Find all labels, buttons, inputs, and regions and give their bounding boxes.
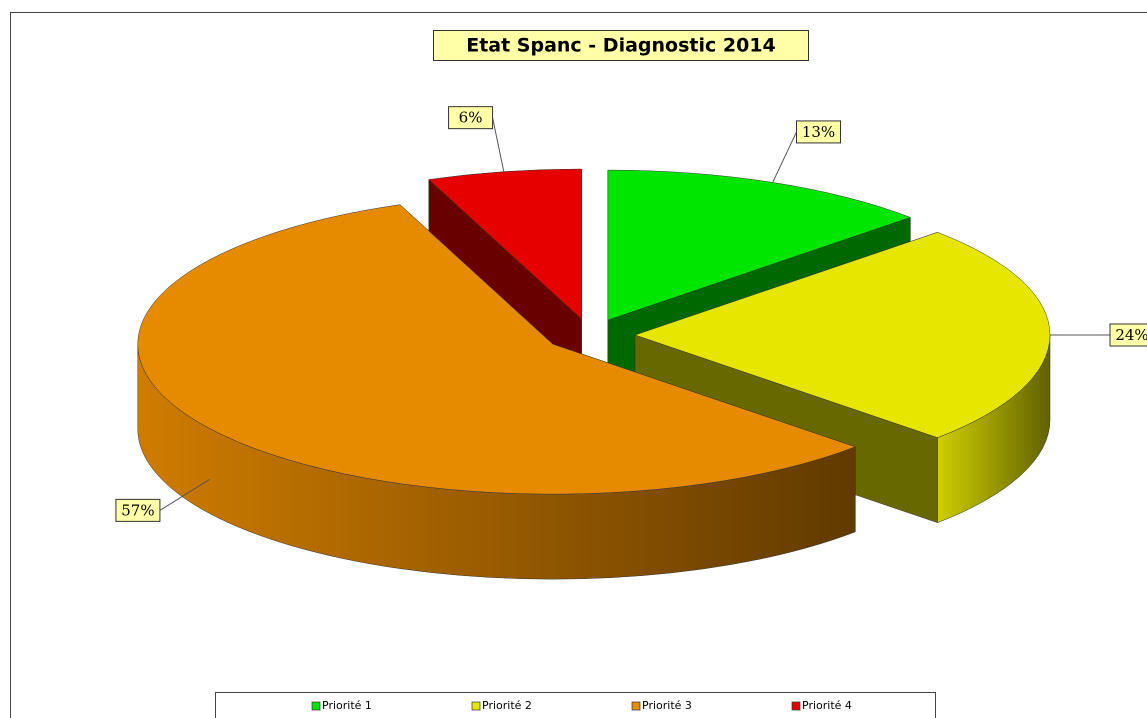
- label-box: [448, 106, 494, 130]
- label-box: [115, 498, 161, 522]
- legend-swatch: [631, 701, 641, 711]
- slice-top: [607, 169, 912, 321]
- data-label: 13%: [802, 123, 835, 141]
- legend-swatch: [471, 701, 481, 711]
- data-label: 57%: [121, 501, 154, 519]
- slice-top: [634, 232, 1051, 438]
- legend-swatch: [311, 701, 321, 711]
- leader-line: [492, 117, 505, 172]
- legend-label: Priorité 4: [802, 699, 852, 712]
- legend-label: Priorité 2: [482, 699, 532, 712]
- legend-swatch: [791, 701, 801, 711]
- leader-line: [159, 479, 210, 511]
- pie-slice: [137, 204, 857, 580]
- title-box: [433, 30, 809, 61]
- legend-label: Priorité 3: [642, 699, 692, 712]
- chart-title: Etat Spanc - Diagnostic 2014: [466, 35, 776, 57]
- legend-label: Priorité 1: [322, 699, 372, 712]
- label-box: [1109, 323, 1147, 347]
- slice-top: [428, 168, 582, 320]
- data-label: 24%: [1115, 326, 1147, 344]
- data-label: 6%: [459, 109, 483, 127]
- leader-line: [772, 131, 797, 183]
- slice-top: [137, 204, 857, 495]
- label-box: [796, 120, 842, 144]
- legend-box: [215, 692, 936, 718]
